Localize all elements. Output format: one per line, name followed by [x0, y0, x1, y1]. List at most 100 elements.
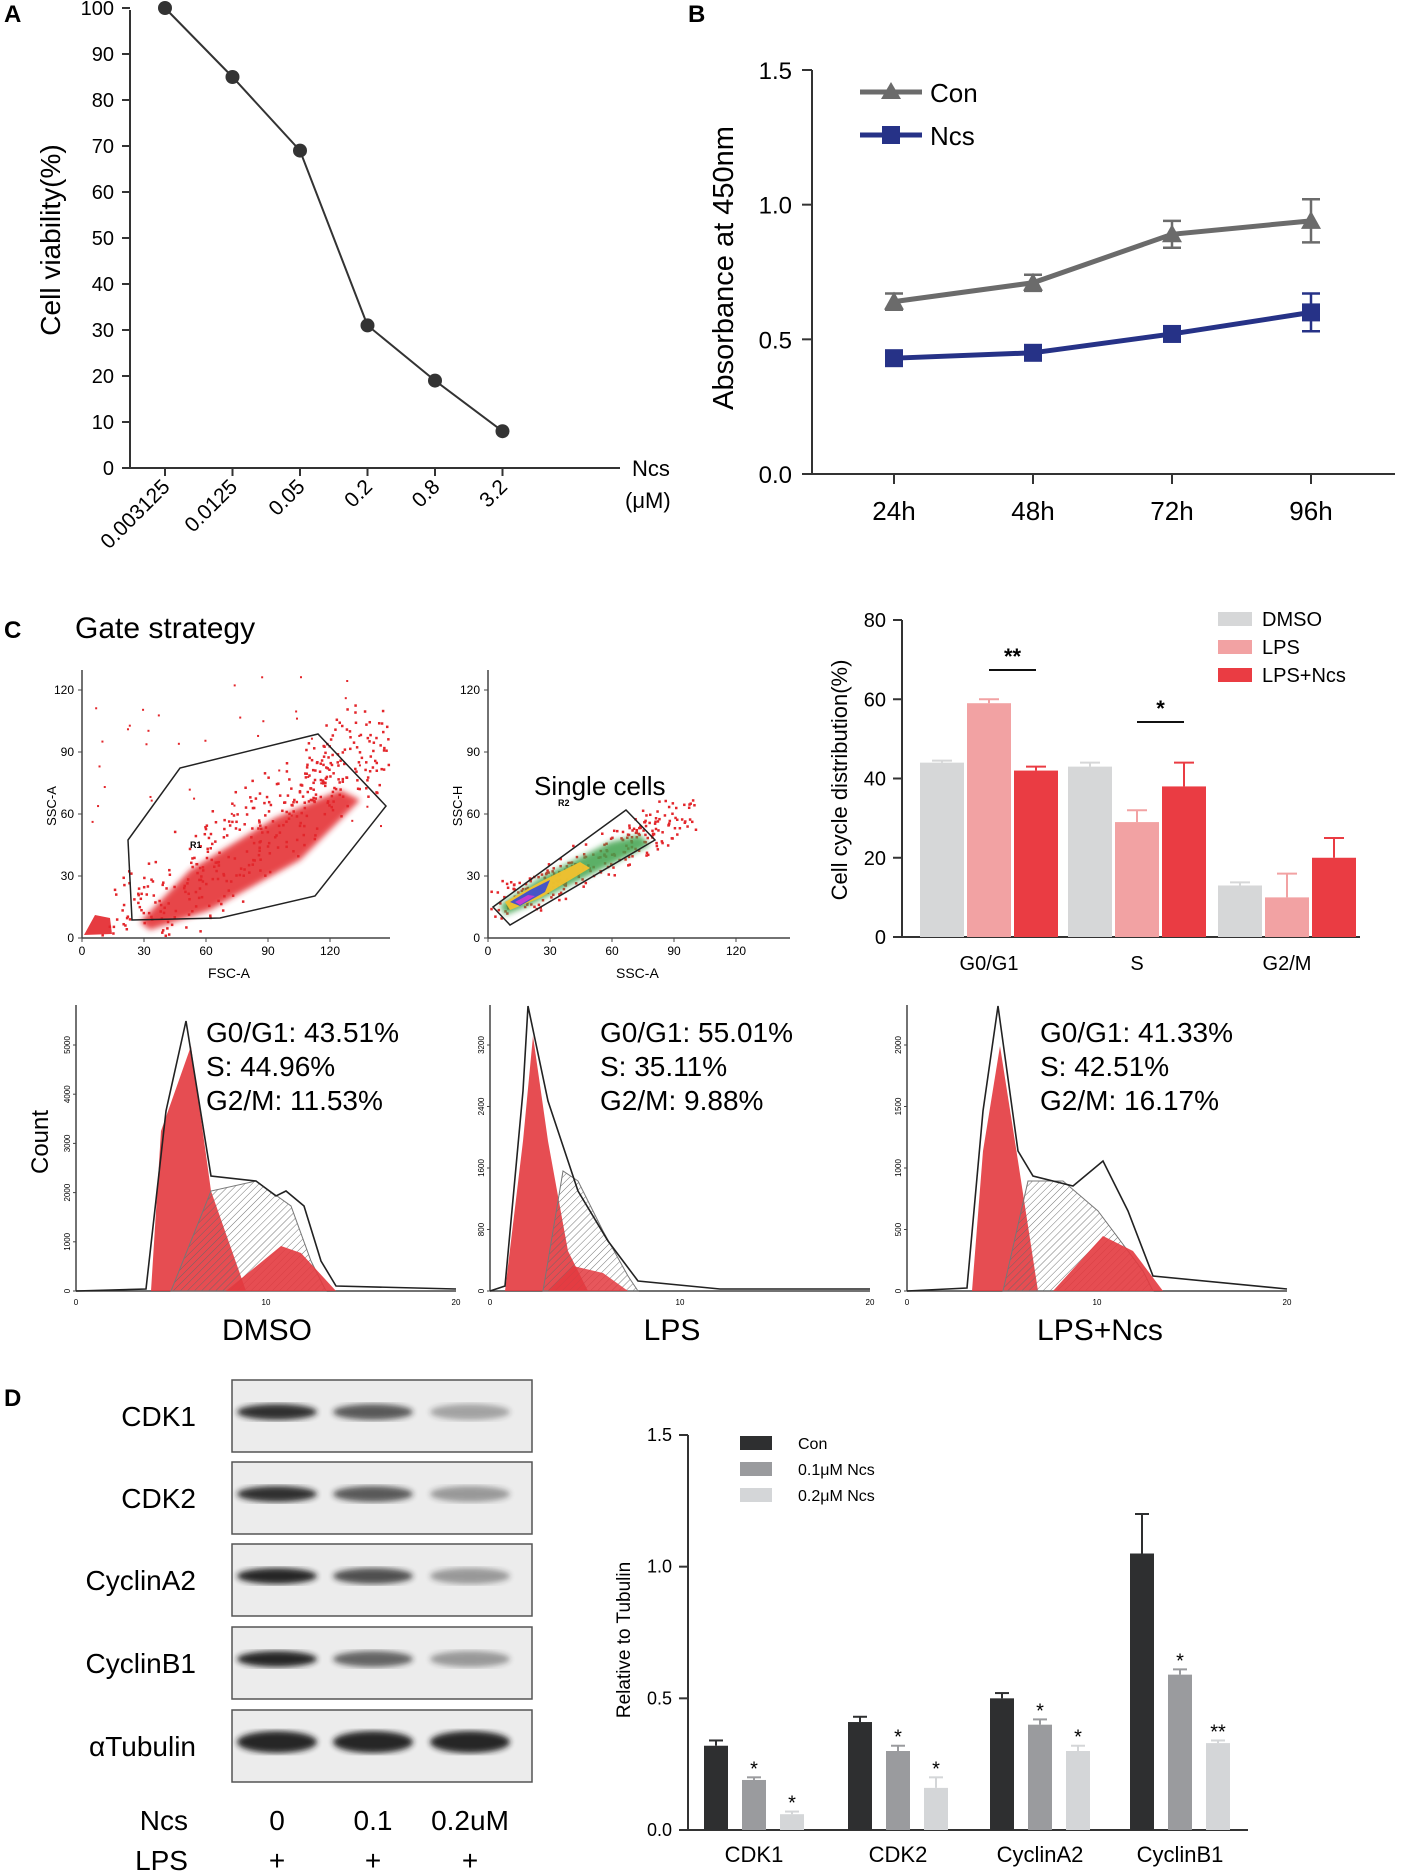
- gate1-event-dot: [243, 868, 246, 871]
- gate1-event-dot: [259, 869, 262, 872]
- gate2-event-dot: [656, 848, 660, 851]
- gate1-event-dot: [295, 800, 299, 804]
- b-con-marker: [1023, 272, 1043, 291]
- histogram-outline: [489, 1005, 870, 1292]
- gate2-event-dot: [524, 882, 528, 886]
- gate1-event-dot: [375, 791, 378, 794]
- gate1-event-dot: [365, 723, 368, 726]
- gate1-event-dot: [250, 836, 253, 839]
- gate1-event-dot: [385, 725, 389, 729]
- b-series-line-ncs: [893, 309, 1312, 361]
- gate1-event-dot: [335, 718, 339, 722]
- gate1-event-dot: [198, 866, 202, 870]
- b-y-tick-label: 1.0: [759, 193, 792, 220]
- b-y-tick-label: 0.5: [759, 327, 792, 354]
- gate1-event-dot: [248, 871, 251, 874]
- gate1-event-dot: [147, 862, 151, 865]
- gate1-event-dot: [285, 820, 288, 823]
- gate1-event-dot: [267, 800, 271, 804]
- gate2-event-dot: [575, 855, 579, 859]
- histogram-y-tick-label: 1500: [894, 1097, 903, 1115]
- gate1-event-dot: [307, 742, 311, 745]
- gate2-event-dot: [658, 800, 661, 803]
- a-y-tick-label: 90: [92, 44, 114, 66]
- gate2-event-dot: [496, 891, 500, 894]
- gate1-event-dot: [348, 730, 352, 733]
- gate1-event-dot: [331, 790, 335, 794]
- g2Ticks-x-tick-label: 90: [667, 944, 681, 958]
- gate1-event-dot: [319, 762, 323, 765]
- gate1-event-dot: [191, 857, 194, 860]
- gate2-event-dot: [552, 867, 555, 870]
- c-legend-lps-ncs-label: LPS+Ncs: [1262, 665, 1346, 687]
- gate1-event-dot: [122, 876, 125, 880]
- blot-band: [333, 1731, 413, 1753]
- gate1-event-dot: [201, 880, 205, 883]
- blot-band: [237, 1651, 317, 1667]
- blot-lps-label: LPS: [135, 1845, 188, 1874]
- gate1-event-dot: [268, 870, 272, 874]
- gate1-event-dot: [126, 728, 129, 731]
- gate1-event-dot: [211, 842, 214, 846]
- gate1-event-dot: [217, 899, 220, 903]
- d-y-tick-label: 1.0: [647, 1557, 672, 1577]
- histogram-x-tick-label: 20: [1283, 1298, 1292, 1307]
- blot-row-label: CDK2: [121, 1483, 196, 1514]
- gate1-event-dot: [235, 820, 238, 824]
- c-y-axis-label: Cell cycle distribution(%): [827, 660, 852, 901]
- gate1-event-dot: [130, 872, 133, 875]
- gate1-event-dot: [331, 734, 335, 737]
- gate1-event-dot: [306, 763, 309, 767]
- histogram-panel-lps-ncs: 0 500 1000 1500 2000 0 10 20 G0/G1: 41.33%S: 42.…: [894, 1005, 1292, 1347]
- gate1-event-dot: [174, 909, 178, 913]
- gate1-event-dot: [278, 794, 282, 797]
- gate2-event-dot: [505, 882, 509, 886]
- gate1-event-dot: [324, 781, 327, 785]
- gate2-event-dot: [628, 863, 632, 866]
- gate1-event-dot: [299, 821, 302, 825]
- gate1-event-dot: [139, 897, 143, 901]
- gate1-event-dot: [220, 902, 223, 906]
- gate1-event-dot: [302, 833, 306, 837]
- a-y-tick-label: 30: [92, 320, 114, 342]
- gate1-event-dot: [334, 787, 338, 791]
- gate1-event-dot: [366, 805, 369, 808]
- gate1-event-dot: [207, 836, 211, 840]
- gate1-event-dot: [91, 820, 94, 823]
- c-bar-lps: [1265, 897, 1309, 937]
- c-bar-lps: [1115, 822, 1159, 937]
- gate1-event-dot: [305, 814, 309, 818]
- a-series-line: [164, 7, 504, 433]
- a-data-point: [293, 143, 307, 158]
- gate1-event-dot: [210, 858, 213, 862]
- gate1-event-dot: [382, 749, 386, 752]
- d-legend-con-label: Con: [798, 1436, 827, 1453]
- gate1-event-dot: [277, 824, 281, 828]
- gate1-event-dot: [345, 776, 348, 779]
- gate1-event-dot: [262, 720, 265, 723]
- gate1-event-dot: [341, 795, 345, 798]
- gate1-event-dot: [372, 749, 375, 753]
- gate1-event-dot: [323, 812, 327, 816]
- gate1-event-dot: [295, 815, 299, 818]
- gate1-event-dot: [308, 756, 311, 760]
- b-x-tick-label: 72h: [1150, 496, 1193, 526]
- gate1-event-dot: [330, 805, 333, 809]
- gate1-event-dot: [358, 751, 362, 754]
- blot-band: [430, 1568, 510, 1584]
- gate2-event-dot: [529, 879, 532, 883]
- histogram-y-tick-label: 0: [477, 1288, 486, 1293]
- g1Ticks-x-tick-label: 30: [137, 944, 151, 958]
- g2Ticks-y-tick-label: 120: [460, 683, 480, 697]
- gate1-event-dot: [264, 814, 267, 817]
- gate1-event-dot: [346, 804, 349, 808]
- g2Ticks-x-tick-label: 0: [485, 944, 492, 958]
- panel-d-protein-chart: 0.0 0.5 1.0 1.5 CDK1 CDK2 CyclinA2 CyclinB1 Rel…: [614, 1425, 1248, 1867]
- c-legend-lps-label: LPS: [1262, 637, 1300, 659]
- gate1-event-dot: [343, 748, 347, 751]
- d-bar: [704, 1745, 728, 1830]
- gate1-event-dot: [238, 873, 242, 877]
- gate2-event-dot: [612, 829, 616, 833]
- gate1-event-dot: [204, 827, 208, 831]
- gate1-event-dot: [354, 711, 357, 714]
